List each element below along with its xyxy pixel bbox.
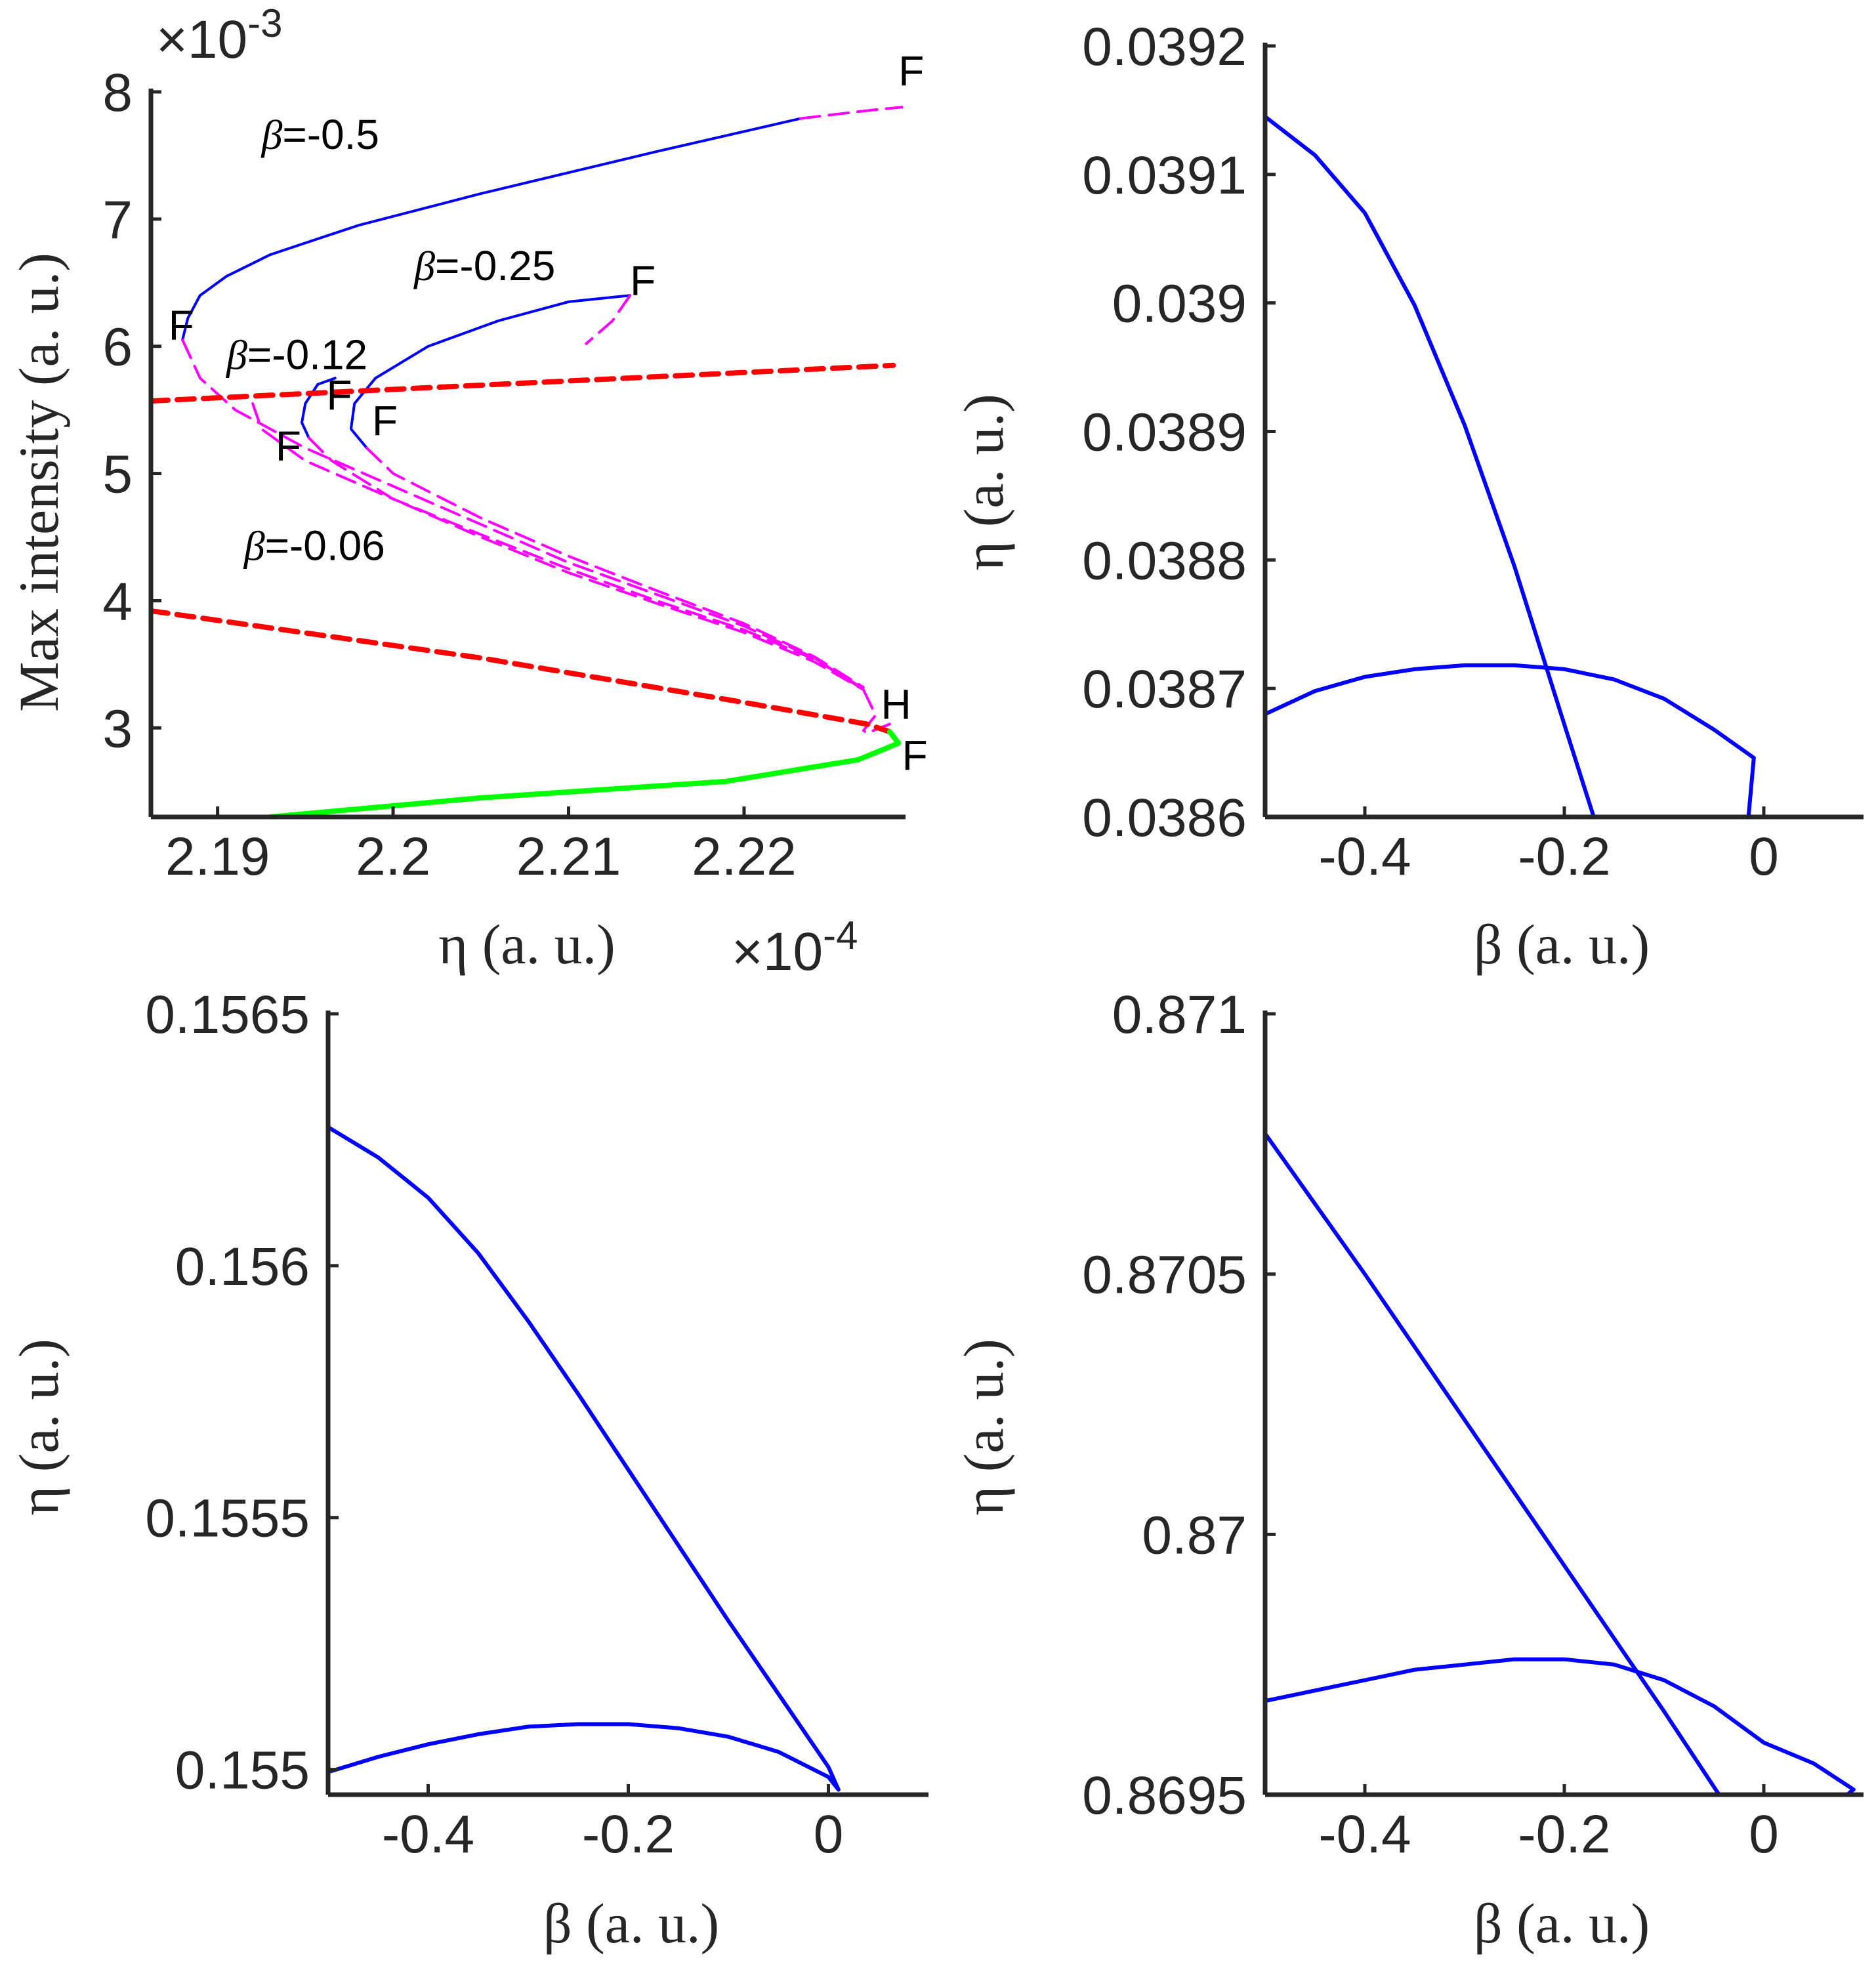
y-axis-label: η (a. u.) [952,1339,1015,1515]
series-line-lower-branch [1265,663,1756,760]
x-tick-label: 2.22 [692,827,797,887]
y-tick-label: 0.8705 [1082,1245,1247,1305]
y-tick-label: 4 [102,572,133,631]
x-tick-label: 0 [1749,1805,1779,1864]
y-tick-label: 0.0388 [1082,531,1247,591]
x-tick-label: 0 [1749,827,1779,887]
series-line-upper-branch [1265,114,1756,817]
x-tick-label: 2.21 [516,827,621,887]
y-tick-label: 0.1565 [145,985,310,1045]
y-tick-label: 5 [102,445,133,505]
series-line-lower-branch [1265,1657,1856,1792]
bifurcation-marker: F [372,397,398,444]
y-exponent: ×10-3 [156,1,282,70]
y-tick-label: 0.0386 [1082,788,1247,848]
y-tick-label: 0.1555 [145,1489,310,1549]
series-line-upper-red [151,362,896,404]
panel-eta-vs-beta-top-right: η (a. u.) β (a. u.) -0.4 -0.2 0 0.0386 0.038… [952,17,1864,976]
x-tick-label: 0 [814,1805,844,1864]
series-line-beta-0-25-stable [349,294,632,449]
bifurcation-marker: F [630,257,656,304]
x-tick-label: -0.4 [1318,827,1411,887]
x-tick-label: 2.2 [356,827,430,887]
x-exponent: ×10-4 [732,913,858,982]
plot-area [1265,1131,1856,1795]
y-tick-label: 0.8695 [1082,1766,1247,1826]
series-line-beta-0-12-unstable [307,436,865,692]
x-axis-label: η (a. u.) [438,913,615,976]
x-tick-label: -0.2 [1518,827,1610,887]
series-line-beta-0-5-upper-unstable [799,106,904,120]
beta-annotation: β=-0.06 [243,522,385,569]
series-line-beta-0-25-unstable [585,294,632,345]
y-tick-label: 8 [102,63,133,123]
y-tick-label: 0.0391 [1082,146,1247,205]
y-tick-label: 0.871 [1112,985,1247,1045]
plot-area [151,106,904,817]
bifurcation-marker: F [898,47,924,94]
series-line-beta-0-5-stable [181,117,802,341]
panel-eta-vs-beta-bottom-right: η (a. u.) β (a. u.) -0.4 -0.2 00.86950.870… [952,985,1864,1955]
series-line-upper-branch [1265,1131,1856,1795]
panel-eta-vs-beta-bottom-left: η (a. u.) β (a. u.) -0.4 -0.2 0 0.155 0.1555… [7,985,928,1955]
y-tick-label: 0.0392 [1082,17,1247,77]
y-tick-label: 0.155 [175,1741,310,1801]
beta-annotation: β=-0.25 [413,242,555,289]
y-tick-label: 0.0389 [1082,403,1247,463]
y-tick-label: 3 [102,699,133,759]
series-line-green [267,729,902,817]
x-tick-label: -0.4 [1318,1805,1411,1864]
beta-annotation: β=-0.12 [225,331,367,379]
series-line-beta-0-12-stable [301,377,337,440]
x-tick-label: -0.4 [382,1805,474,1864]
series-line-lower-branch [328,1722,841,1792]
x-axis-label: β (a. u.) [1474,913,1650,976]
beta-annotation: β=-0.5 [260,111,379,158]
series-line-beta-0-06-unstable [251,402,865,690]
panel-max-intensity-vs-eta: ×10-3 ×10-4 Max intensity (a. u.) η (a. … [7,1,928,982]
bifurcation-marker: F [902,732,928,779]
x-axis-label: β (a. u.) [1474,1892,1650,1955]
y-tick-label: 0.0387 [1082,659,1247,719]
y-axis-label: η (a. u.) [7,1339,70,1515]
plot-area [1265,114,1756,817]
y-tick-label: 6 [102,318,133,377]
y-axis-label: η (a. u.) [952,394,1015,570]
x-tick-label: -0.2 [582,1805,675,1864]
bifurcation-marker: F [169,302,194,349]
y-tick-label: 0.156 [175,1237,310,1297]
y-tick-label: 7 [102,190,133,250]
series-line-upper-branch [328,1125,841,1792]
y-tick-label: 0.039 [1112,274,1247,334]
plot-area [328,1125,841,1792]
bifurcation-marker: F [326,372,352,419]
bifurcation-marker: F [276,423,301,470]
x-tick-label: -0.2 [1518,1805,1610,1864]
x-axis-label: β (a. u.) [543,1892,719,1955]
x-tick-label: 2.19 [165,827,270,887]
bifurcation-marker: H [881,681,911,728]
y-tick-label: 0.87 [1142,1505,1247,1565]
series-line-lower-red [151,608,892,735]
y-axis-label: Max intensity (a. u.) [7,253,70,712]
series-line-beta-0-25-lower-unstable [365,446,865,689]
